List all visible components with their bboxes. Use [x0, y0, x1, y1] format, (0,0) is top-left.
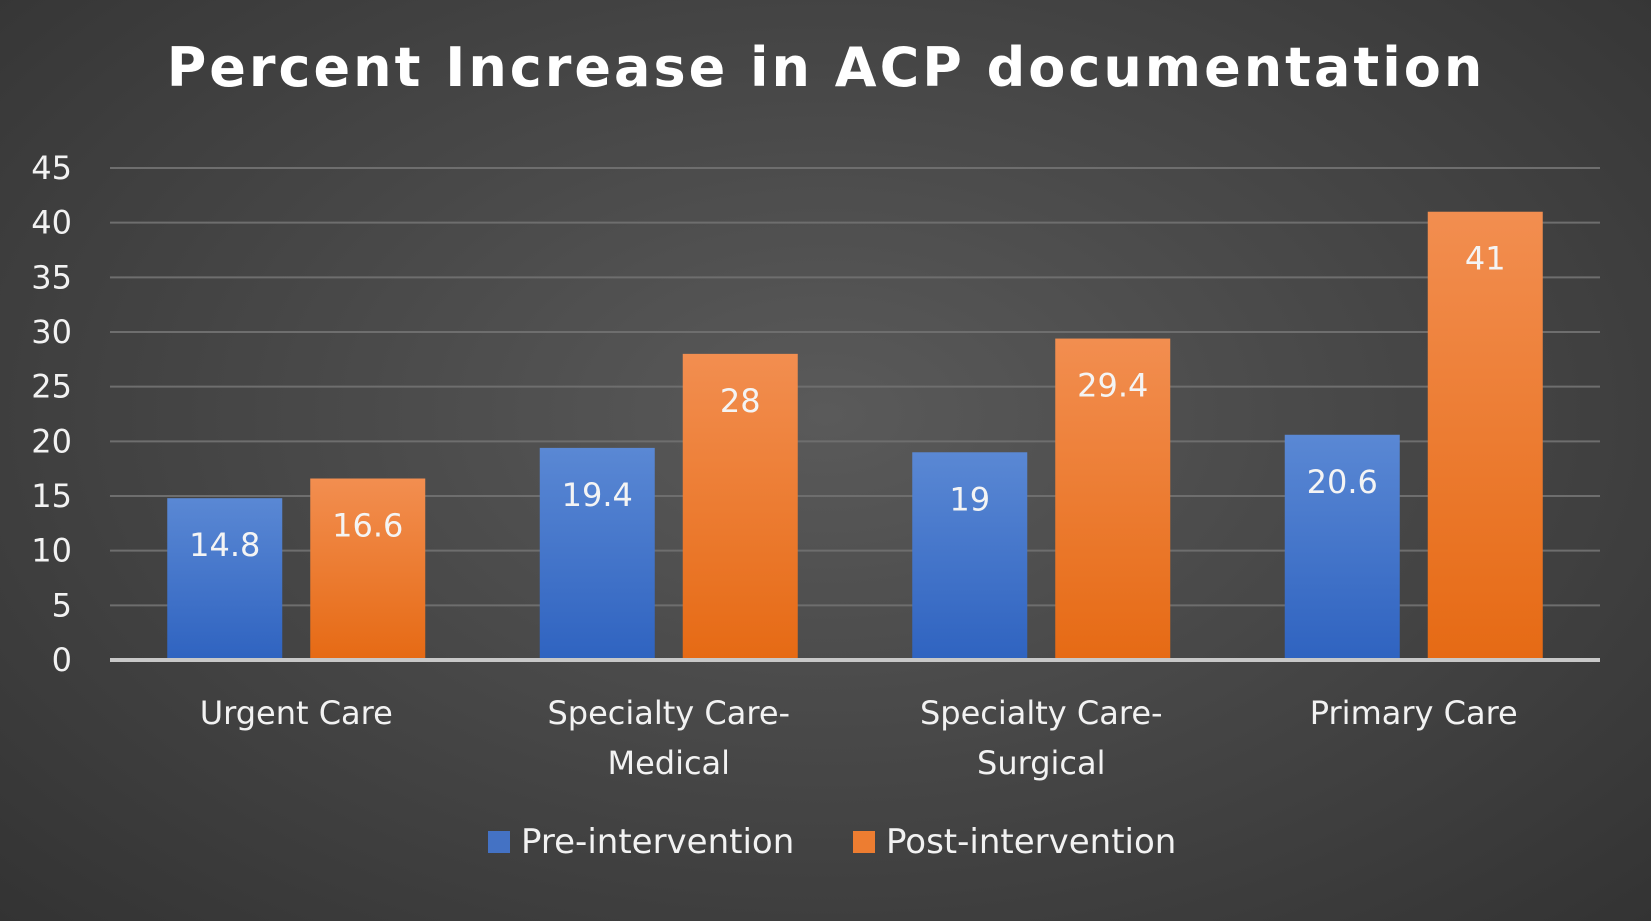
- bars: 14.8 16.6 19.4 28 19 29.4 20.6 41: [167, 211, 1543, 660]
- bar-pre-intervention: [167, 498, 283, 660]
- data-label: 29.4: [1077, 367, 1148, 405]
- bar-post-intervention: [682, 353, 798, 660]
- data-label: 19: [949, 480, 990, 518]
- legend-label: Pre-intervention: [521, 822, 794, 862]
- bar-pre-intervention: [912, 452, 1028, 660]
- bar-pre-intervention: [1284, 434, 1400, 660]
- data-label: 28: [720, 382, 761, 420]
- data-label: 16.6: [332, 507, 403, 545]
- bar-post-intervention: [1055, 338, 1171, 660]
- x-category-label: Urgent Care: [200, 694, 393, 732]
- legend: Pre-intervention Post-intervention: [488, 822, 1176, 862]
- bar-pre-intervention: [539, 447, 655, 660]
- data-label: 14.8: [189, 526, 260, 564]
- y-tick-label: 20: [31, 422, 72, 460]
- chart-title: Percent Increase in ACP documentation: [167, 36, 1486, 99]
- data-label: 41: [1465, 240, 1506, 278]
- x-category-label: Surgical: [977, 744, 1105, 782]
- bar-post-intervention: [310, 478, 426, 660]
- y-tick-label: 35: [31, 258, 72, 296]
- legend-swatch-pre-intervention: [488, 831, 510, 853]
- x-category-label: Specialty Care-: [920, 694, 1163, 732]
- y-tick-label: 25: [31, 368, 72, 406]
- y-tick-label: 30: [31, 313, 72, 351]
- x-category-label: Medical: [607, 744, 730, 782]
- y-tick-label: 15: [31, 477, 72, 515]
- data-label: 19.4: [562, 476, 633, 514]
- y-tick-label: 10: [31, 532, 72, 570]
- x-axis-category-labels: Urgent Care Specialty Care- Medical Special…: [200, 694, 1518, 782]
- y-tick-label: 45: [31, 149, 72, 187]
- y-tick-label: 40: [31, 204, 72, 242]
- legend-label: Post-intervention: [886, 822, 1176, 862]
- data-label: 20.6: [1307, 463, 1378, 501]
- bar-post-intervention: [1427, 211, 1543, 660]
- legend-swatch-post-intervention: [853, 831, 875, 853]
- y-axis-tick-labels: 0 5 10 15 20 25 30 35 40 45: [31, 149, 72, 679]
- x-category-label: Specialty Care-: [547, 694, 790, 732]
- y-tick-label: 5: [52, 586, 72, 624]
- x-category-label: Primary Care: [1310, 694, 1518, 732]
- y-tick-label: 0: [52, 641, 72, 679]
